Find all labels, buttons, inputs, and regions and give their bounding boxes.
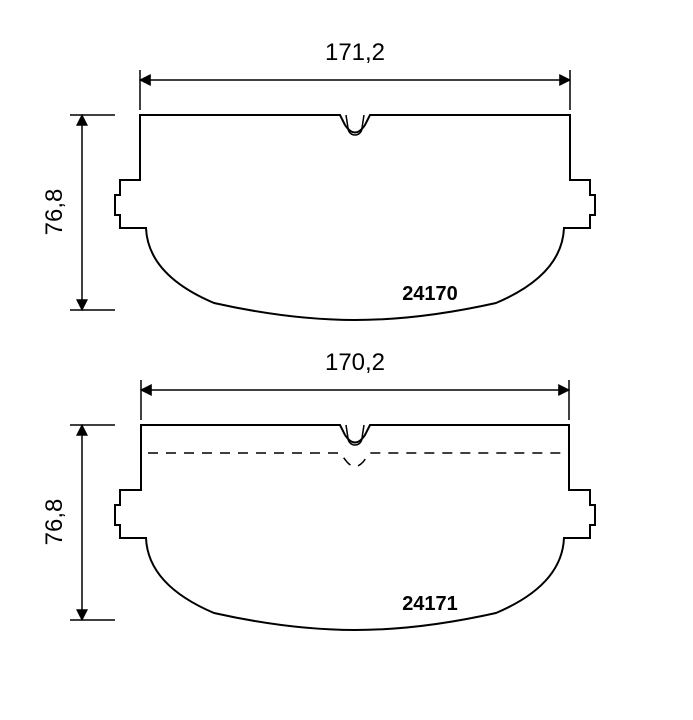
- bottom-width-dimension: 170,2: [141, 349, 569, 420]
- bottom-part-number: 24171: [402, 593, 458, 615]
- bottom-height-label: 76,8: [41, 499, 68, 546]
- bottom-inner-dashed: [148, 453, 562, 467]
- bottom-width-label: 170,2: [325, 349, 385, 376]
- bottom-pad-group: 170,2 76,8 24171: [41, 349, 595, 630]
- top-height-label: 76,8: [41, 189, 68, 236]
- top-pad-group: 171,2 76,8 24170: [41, 39, 595, 320]
- top-pad-outline: [115, 115, 595, 320]
- drawing-canvas: 171,2 76,8 24170 170,2 76,8: [0, 0, 693, 720]
- top-height-dimension: 76,8: [41, 115, 115, 310]
- bottom-pad-outline: [115, 425, 595, 630]
- bottom-height-dimension: 76,8: [41, 425, 115, 620]
- top-width-label: 171,2: [325, 39, 385, 66]
- top-part-number: 24170: [402, 283, 458, 305]
- top-width-dimension: 171,2: [140, 39, 570, 110]
